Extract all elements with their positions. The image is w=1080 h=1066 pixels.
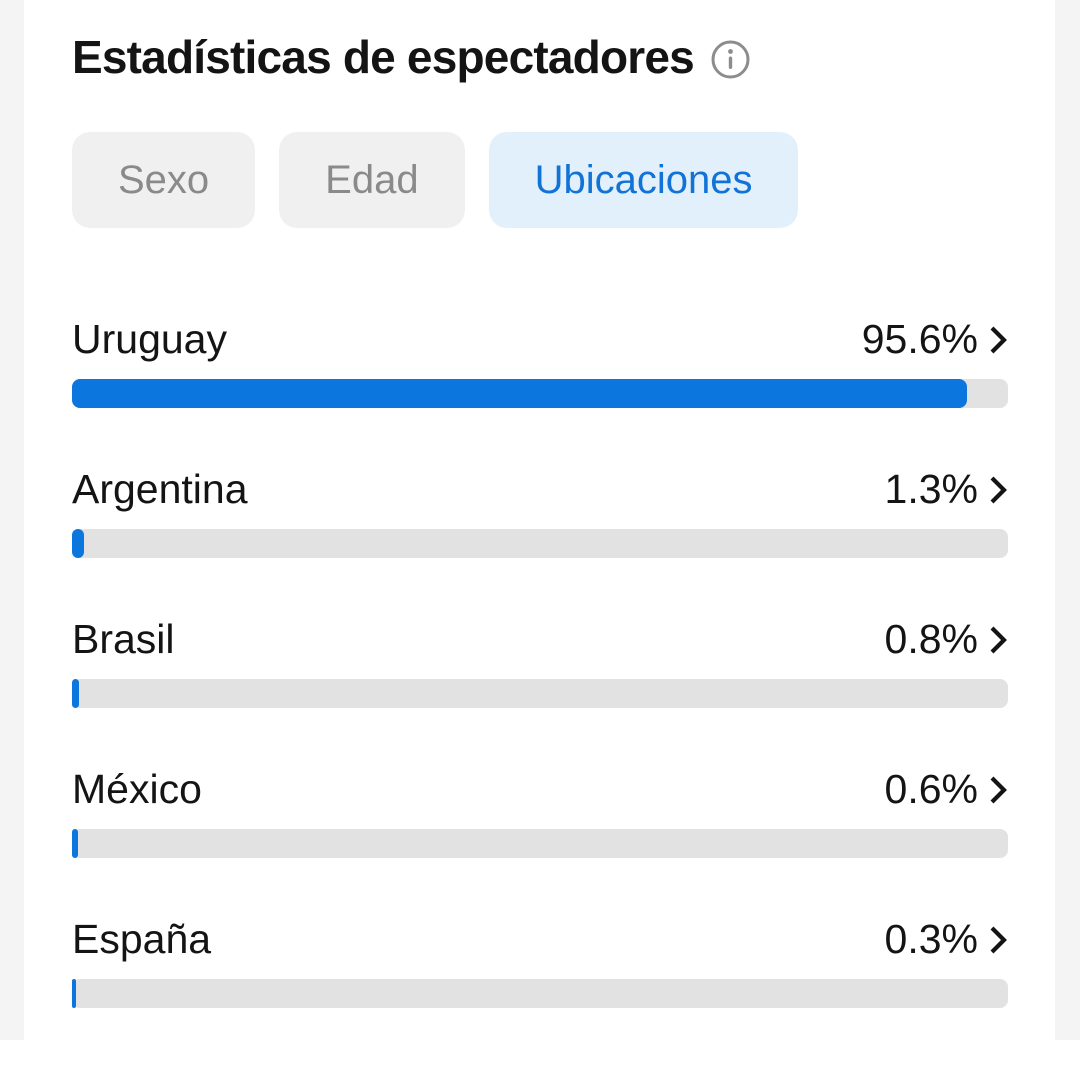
bar-track [72,979,1008,1008]
bar-fill [72,829,78,858]
location-row: Uruguay 95.6% [72,316,1008,408]
location-row: México 0.6% [72,766,1008,858]
tab-ubicaciones[interactable]: Ubicaciones [488,132,799,228]
viewer-stats-panel: Estadísticas de espectadores Sexo Edad U… [72,0,1008,1066]
page-gutter-left [0,0,24,1040]
bar-fill [72,679,80,708]
location-value-group: 0.6% [885,766,1008,812]
bar-fill [72,979,76,1008]
location-label: Argentina [72,466,248,512]
location-percent: 0.3% [884,916,978,962]
location-row: Brasil 0.8% [72,616,1008,708]
bar-track [72,829,1008,858]
bar-track [72,529,1008,558]
page-title: Estadísticas de espectadores [72,31,695,83]
location-value-group: 1.3% [885,466,1008,512]
bar-fill [72,379,967,408]
location-value-group: 0.8% [885,616,1008,662]
location-label: Brasil [72,616,175,662]
location-row-link-brasil[interactable]: Brasil 0.8% [72,616,1008,662]
location-percent: 95.6% [861,316,978,362]
location-row-link-mexico[interactable]: México 0.6% [72,766,1008,812]
stats-tab-bar: Sexo Edad Ubicaciones [72,132,1008,228]
location-row-link-espana[interactable]: España 0.3% [72,916,1008,962]
locations-list: Uruguay 95.6% Argentina 1.3% [72,316,1008,1008]
tab-edad[interactable]: Edad [279,132,465,228]
bar-track [72,679,1008,708]
location-row-link-argentina[interactable]: Argentina 1.3% [72,466,1008,512]
location-percent: 1.3% [884,466,978,512]
location-row: Argentina 1.3% [72,466,1008,558]
location-row-link-uruguay[interactable]: Uruguay 95.6% [72,316,1008,362]
location-label: Uruguay [72,316,227,362]
bar-track [72,379,1008,408]
chevron-right-icon [990,626,1007,654]
chevron-right-icon [990,326,1007,354]
location-label: España [72,916,212,962]
tab-sexo[interactable]: Sexo [72,132,256,228]
chevron-right-icon [990,776,1007,804]
chevron-right-icon [990,476,1007,504]
location-label: México [72,766,202,812]
panel-header: Estadísticas de espectadores [72,30,1008,84]
page-gutter-right [1055,0,1080,1040]
chevron-right-icon [990,926,1007,954]
location-value-group: 0.3% [885,916,1008,962]
location-row: España 0.3% [72,916,1008,1008]
location-percent: 0.6% [884,766,978,812]
location-percent: 0.8% [884,616,978,662]
info-icon[interactable] [710,39,751,80]
bar-fill [72,529,85,558]
location-value-group: 95.6% [862,316,1008,362]
